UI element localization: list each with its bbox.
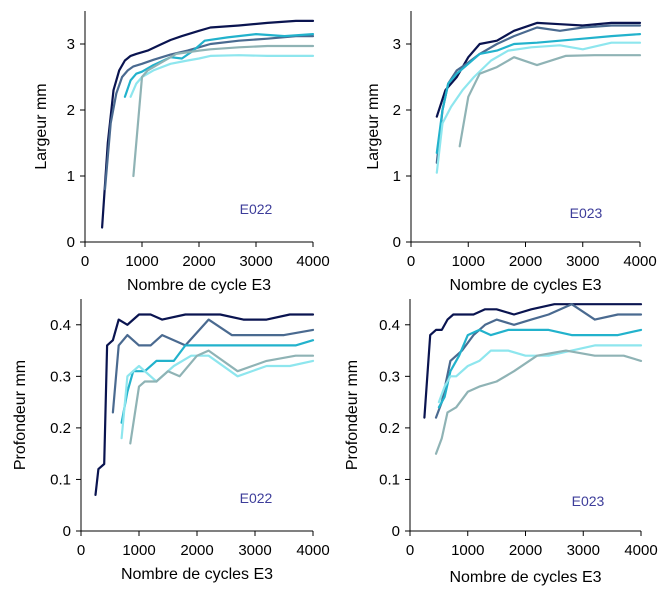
y-tick-label: 0 [67, 234, 75, 251]
x-tick-label: 0 [81, 253, 89, 270]
x-tick-label: 3000 [567, 542, 600, 559]
y-tick-label: 0.4 [50, 317, 71, 334]
y-axis-title: Largeur mm [365, 83, 382, 169]
y-tick-label: 0.4 [379, 317, 400, 334]
x-tick-label: 1000 [125, 253, 158, 270]
chart-panel-bottom-left: 0 1000 2000 3000 4000 0 0.1 0.2 0.3 0.4 Nombre de … [12, 299, 330, 583]
x-tick-label: 4000 [296, 542, 329, 559]
specimen-tag: E023 [570, 205, 603, 221]
series-line-4 [120, 354, 315, 440]
series-line-5 [458, 54, 642, 148]
x-tick-label: 2000 [509, 253, 542, 270]
series-line-3 [120, 339, 315, 424]
x-tick-label: 0 [406, 542, 414, 559]
x-tick-label: 3000 [238, 542, 271, 559]
series-line-2 [103, 34, 315, 191]
y-tick-label: 1 [393, 168, 401, 185]
y-tick-label: 2 [67, 102, 75, 119]
y-tick-label: 3 [393, 36, 401, 53]
x-tick-label: 4000 [623, 253, 656, 270]
series-line-2 [434, 303, 643, 419]
series-line-1 [94, 313, 315, 496]
x-axis-title: Nombre de cycles E3 [449, 569, 601, 586]
series-line-1 [423, 303, 643, 419]
x-tick-label: 1000 [451, 542, 484, 559]
x-tick-label: 1000 [452, 253, 485, 270]
y-tick-label: 1 [67, 168, 75, 185]
y-tick-label: 0.1 [50, 471, 71, 488]
x-tick-label: 2000 [182, 253, 215, 270]
series-line-3 [123, 32, 315, 98]
x-tick-label: 4000 [624, 542, 657, 559]
series-line-4 [437, 344, 643, 404]
x-axis-title: Nombre de cycles E3 [449, 277, 601, 294]
series-line-5 [132, 44, 315, 178]
y-tick-label: 0.3 [379, 368, 400, 385]
series-line-2 [111, 318, 315, 414]
series-line-5 [434, 349, 643, 455]
x-axis-title: Nombre de cycle E3 [127, 277, 271, 294]
x-tick-label: 0 [407, 253, 415, 270]
series-line-5 [129, 349, 315, 445]
x-tick-label: 0 [77, 542, 85, 559]
y-tick-label: 0.2 [379, 420, 400, 437]
y-tick-label: 0 [63, 523, 71, 540]
specimen-tag: E022 [240, 490, 273, 506]
x-tick-label: 2000 [180, 542, 213, 559]
specimen-tag: E023 [572, 493, 605, 509]
y-tick-label: 0.3 [50, 368, 71, 385]
series-line-1 [435, 21, 642, 118]
x-tick-label: 4000 [296, 253, 329, 270]
y-tick-label: 0 [393, 234, 401, 251]
y-tick-label: 0.1 [379, 471, 400, 488]
series-line-3 [437, 328, 643, 409]
x-tick-label: 2000 [509, 542, 542, 559]
y-axis-title: Profondeur mm [344, 360, 361, 470]
x-tick-label: 3000 [566, 253, 599, 270]
series-line-1 [100, 19, 315, 229]
chart-panel-top-right: 0 1000 2000 3000 4000 0 1 2 3 Nombre de cycles E3… [365, 11, 657, 294]
y-axis-title: Largeur mm [33, 83, 50, 169]
chart-panel-top-left: 0 1000 2000 3000 4000 0 1 2 3 Nombre de cycle E3 L… [33, 11, 330, 294]
chart-panel-bottom-right: 0 1000 2000 3000 4000 0 0.1 0.2 0.3 0.4 Nombre de … [344, 299, 658, 586]
y-tick-label: 3 [67, 36, 75, 53]
y-tick-label: 2 [393, 102, 401, 119]
y-tick-label: 0 [392, 523, 400, 540]
series-line-4 [435, 41, 642, 174]
specimen-tag: E022 [240, 201, 273, 217]
series-line-3 [435, 32, 642, 154]
x-tick-label: 1000 [122, 542, 155, 559]
y-axis-title: Profondeur mm [12, 360, 29, 470]
x-tick-label: 3000 [239, 253, 272, 270]
x-axis-title: Nombre de cycles E3 [121, 566, 273, 583]
y-tick-label: 0.2 [50, 420, 71, 437]
series-line-4 [129, 54, 315, 98]
